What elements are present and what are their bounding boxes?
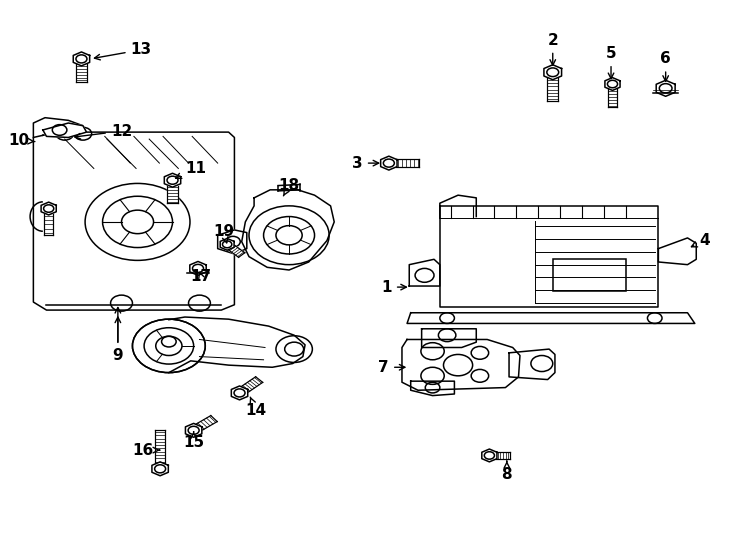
Polygon shape: [76, 64, 87, 82]
Polygon shape: [152, 462, 168, 476]
Text: 16: 16: [133, 443, 159, 457]
Polygon shape: [544, 65, 562, 80]
Polygon shape: [33, 130, 234, 310]
Polygon shape: [155, 430, 165, 463]
Text: 7: 7: [379, 360, 405, 375]
Polygon shape: [547, 78, 559, 101]
Polygon shape: [509, 349, 555, 380]
Polygon shape: [33, 118, 83, 138]
Polygon shape: [164, 173, 181, 187]
Text: 9: 9: [112, 317, 123, 363]
Text: 12: 12: [75, 124, 132, 139]
Polygon shape: [605, 78, 620, 90]
Text: 2: 2: [548, 33, 558, 65]
Polygon shape: [190, 261, 206, 275]
Text: 13: 13: [95, 42, 152, 60]
Polygon shape: [410, 259, 440, 286]
Polygon shape: [396, 159, 419, 167]
Polygon shape: [241, 190, 334, 270]
Polygon shape: [44, 214, 54, 235]
Polygon shape: [440, 206, 658, 307]
Polygon shape: [656, 80, 675, 96]
Polygon shape: [73, 52, 90, 66]
Polygon shape: [407, 313, 695, 323]
Text: 1: 1: [382, 280, 407, 295]
Polygon shape: [608, 89, 617, 107]
Text: 6: 6: [661, 51, 671, 82]
Text: 10: 10: [8, 133, 35, 148]
Polygon shape: [411, 381, 454, 396]
Polygon shape: [41, 202, 57, 215]
Polygon shape: [658, 238, 697, 265]
Polygon shape: [402, 340, 520, 390]
Text: 14: 14: [245, 397, 266, 417]
Polygon shape: [231, 386, 247, 400]
Text: 11: 11: [175, 161, 206, 178]
Text: 17: 17: [190, 269, 211, 284]
Polygon shape: [228, 245, 245, 258]
Circle shape: [132, 319, 206, 373]
Polygon shape: [220, 239, 234, 250]
Polygon shape: [241, 377, 263, 392]
Polygon shape: [197, 416, 217, 430]
Polygon shape: [218, 230, 247, 254]
Text: 18: 18: [278, 178, 299, 196]
Text: 8: 8: [501, 461, 512, 482]
Text: 15: 15: [183, 432, 204, 450]
Text: 3: 3: [352, 156, 379, 171]
Text: 19: 19: [213, 224, 234, 243]
Polygon shape: [496, 452, 510, 459]
Polygon shape: [186, 423, 202, 437]
Polygon shape: [169, 317, 305, 373]
Polygon shape: [482, 449, 497, 462]
Polygon shape: [167, 186, 178, 203]
Polygon shape: [421, 329, 476, 348]
Text: 5: 5: [606, 46, 617, 79]
Polygon shape: [43, 123, 87, 138]
Polygon shape: [381, 156, 397, 170]
Text: 4: 4: [691, 233, 710, 248]
